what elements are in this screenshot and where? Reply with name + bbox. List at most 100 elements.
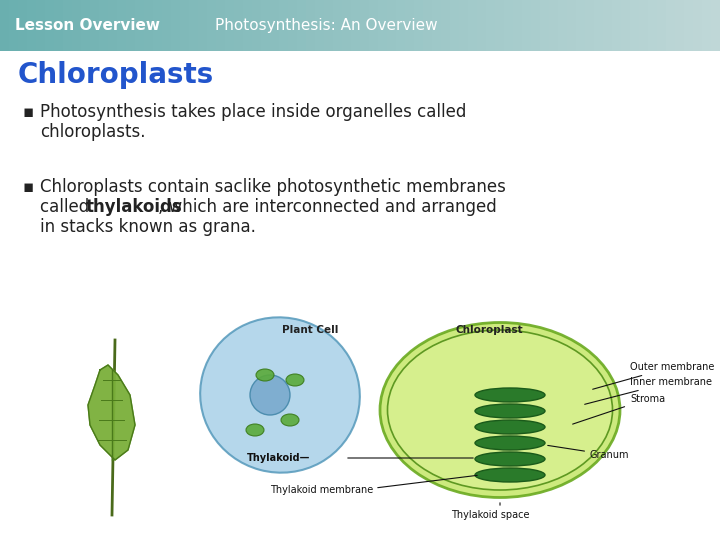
- Ellipse shape: [250, 375, 290, 415]
- Text: Plant Cell: Plant Cell: [282, 325, 338, 335]
- Bar: [639, 0, 649, 51]
- Bar: [549, 0, 559, 51]
- Bar: [72, 0, 82, 51]
- Text: , which are interconnected and arranged: , which are interconnected and arranged: [158, 198, 497, 216]
- Text: Inner membrane: Inner membrane: [585, 377, 712, 404]
- Text: Granum: Granum: [548, 446, 629, 460]
- Bar: [306, 0, 316, 51]
- Bar: [432, 0, 442, 51]
- Bar: [594, 0, 604, 51]
- Bar: [495, 0, 505, 51]
- Text: Stroma: Stroma: [572, 394, 665, 424]
- Bar: [360, 0, 370, 51]
- Text: Thylakoid membrane: Thylakoid membrane: [270, 485, 373, 495]
- Bar: [198, 0, 208, 51]
- Bar: [702, 0, 712, 51]
- Bar: [531, 0, 541, 51]
- Bar: [477, 0, 487, 51]
- Bar: [189, 0, 199, 51]
- Text: in stacks known as grana.: in stacks known as grana.: [40, 218, 256, 236]
- Bar: [513, 0, 523, 51]
- Bar: [585, 0, 595, 51]
- Bar: [711, 0, 720, 51]
- Bar: [324, 0, 334, 51]
- Bar: [45, 0, 55, 51]
- Bar: [270, 0, 280, 51]
- Bar: [567, 0, 577, 51]
- Bar: [207, 0, 217, 51]
- Bar: [117, 0, 127, 51]
- Bar: [522, 0, 532, 51]
- Bar: [630, 0, 640, 51]
- Bar: [621, 0, 631, 51]
- Text: Chloroplasts: Chloroplasts: [18, 61, 215, 89]
- Bar: [675, 0, 685, 51]
- Bar: [612, 0, 622, 51]
- Bar: [405, 0, 415, 51]
- Bar: [648, 0, 658, 51]
- Bar: [333, 0, 343, 51]
- Text: chloroplasts.: chloroplasts.: [40, 123, 145, 141]
- Bar: [666, 0, 676, 51]
- Bar: [171, 0, 181, 51]
- Text: Photosynthesis: An Overview: Photosynthesis: An Overview: [215, 18, 438, 33]
- Bar: [63, 0, 73, 51]
- Bar: [0, 0, 10, 51]
- Bar: [486, 0, 496, 51]
- Ellipse shape: [281, 414, 299, 426]
- Bar: [36, 0, 46, 51]
- Text: Chloroplasts contain saclike photosynthetic membranes: Chloroplasts contain saclike photosynthe…: [40, 178, 506, 196]
- Bar: [504, 0, 514, 51]
- Bar: [558, 0, 568, 51]
- Bar: [225, 0, 235, 51]
- Bar: [540, 0, 550, 51]
- Bar: [414, 0, 424, 51]
- Ellipse shape: [246, 424, 264, 436]
- Text: thylakoids: thylakoids: [86, 198, 183, 216]
- Ellipse shape: [286, 374, 304, 386]
- Bar: [126, 0, 136, 51]
- Ellipse shape: [475, 436, 545, 450]
- Bar: [576, 0, 586, 51]
- Bar: [90, 0, 100, 51]
- Bar: [315, 0, 325, 51]
- Bar: [369, 0, 379, 51]
- Bar: [342, 0, 352, 51]
- Bar: [162, 0, 172, 51]
- Ellipse shape: [475, 404, 545, 418]
- Bar: [9, 0, 19, 51]
- Bar: [108, 0, 118, 51]
- Bar: [396, 0, 406, 51]
- Ellipse shape: [200, 318, 360, 472]
- Bar: [54, 0, 64, 51]
- Bar: [99, 0, 109, 51]
- Bar: [243, 0, 253, 51]
- Text: ▪: ▪: [22, 103, 33, 121]
- Bar: [279, 0, 289, 51]
- Bar: [135, 0, 145, 51]
- Bar: [81, 0, 91, 51]
- Bar: [27, 0, 37, 51]
- Bar: [459, 0, 469, 51]
- Bar: [18, 0, 28, 51]
- Bar: [378, 0, 388, 51]
- Bar: [603, 0, 613, 51]
- Bar: [216, 0, 226, 51]
- Bar: [288, 0, 298, 51]
- Bar: [252, 0, 262, 51]
- Text: Thylakoid space: Thylakoid space: [451, 510, 529, 520]
- Text: ▪: ▪: [22, 178, 33, 196]
- Bar: [468, 0, 478, 51]
- Ellipse shape: [380, 322, 620, 497]
- Bar: [450, 0, 460, 51]
- Text: Lesson Overview: Lesson Overview: [15, 18, 160, 33]
- Ellipse shape: [475, 388, 545, 402]
- Bar: [144, 0, 154, 51]
- Bar: [234, 0, 244, 51]
- Bar: [423, 0, 433, 51]
- Ellipse shape: [475, 452, 545, 466]
- Bar: [387, 0, 397, 51]
- Bar: [684, 0, 694, 51]
- Ellipse shape: [387, 330, 613, 490]
- Bar: [180, 0, 190, 51]
